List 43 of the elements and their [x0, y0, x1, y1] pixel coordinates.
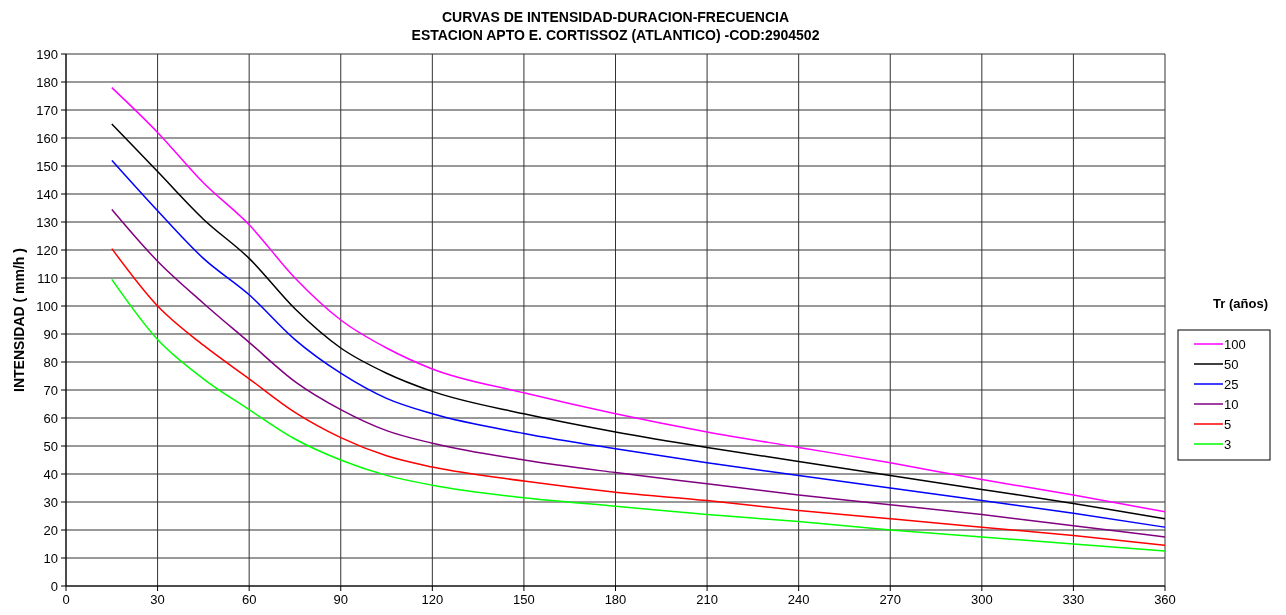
- chart-subtitle: ESTACION APTO E. CORTISSOZ (ATLANTICO) -COD:2904502: [411, 27, 820, 43]
- x-tick-label: 270: [879, 592, 902, 607]
- x-tick-label: 300: [970, 592, 993, 607]
- y-tick-label: 0: [50, 578, 58, 594]
- y-tick-label: 50: [43, 438, 58, 454]
- x-tick-label: 120: [421, 592, 444, 607]
- y-tick-label: 100: [36, 298, 58, 314]
- legend-label: 5: [1224, 416, 1232, 432]
- y-tick-label: 80: [43, 354, 58, 370]
- y-tick-label: 160: [36, 130, 58, 146]
- y-tick-label: 70: [43, 382, 58, 398]
- x-tick-label: 240: [787, 592, 810, 607]
- x-tick-label: 180: [604, 592, 627, 607]
- x-tick-label: 210: [696, 592, 718, 607]
- x-tick-label: 360: [1154, 592, 1176, 607]
- x-tick-label: 330: [1062, 592, 1085, 607]
- legend-title: Tr (años): [1213, 296, 1268, 311]
- y-tick-label: 170: [36, 102, 58, 118]
- y-tick-label: 30: [43, 494, 58, 510]
- y-tick-label: 120: [36, 242, 58, 258]
- y-tick-label: 190: [36, 46, 58, 62]
- y-tick-label: 130: [36, 214, 58, 230]
- y-tick-label: 60: [43, 410, 58, 426]
- legend-label: 10: [1224, 396, 1239, 412]
- legend-label: 100: [1224, 336, 1246, 352]
- y-tick-label: 90: [43, 326, 58, 342]
- x-tick-label: 150: [513, 592, 535, 607]
- y-tick-label: 40: [43, 466, 58, 482]
- y-tick-label: 140: [36, 186, 58, 202]
- x-tick-label: 90: [333, 592, 348, 607]
- y-tick-label: 180: [36, 74, 58, 90]
- chart-title: CURVAS DE INTENSIDAD-DURACION-FRECUENCIA: [441, 9, 790, 25]
- legend-label: 50: [1224, 356, 1239, 372]
- y-tick-label: 150: [36, 158, 58, 174]
- y-axis-title: INTENSIDAD ( mm/h ): [11, 248, 27, 392]
- legend-label: 25: [1224, 376, 1239, 392]
- y-tick-label: 20: [43, 522, 58, 538]
- x-tick-label: 30: [150, 592, 165, 607]
- legend-label: 3: [1224, 436, 1232, 452]
- y-tick-label: 10: [43, 550, 58, 566]
- x-tick-label: 0: [62, 592, 70, 607]
- x-tick-label: 60: [241, 592, 257, 607]
- y-tick-label: 110: [37, 270, 58, 286]
